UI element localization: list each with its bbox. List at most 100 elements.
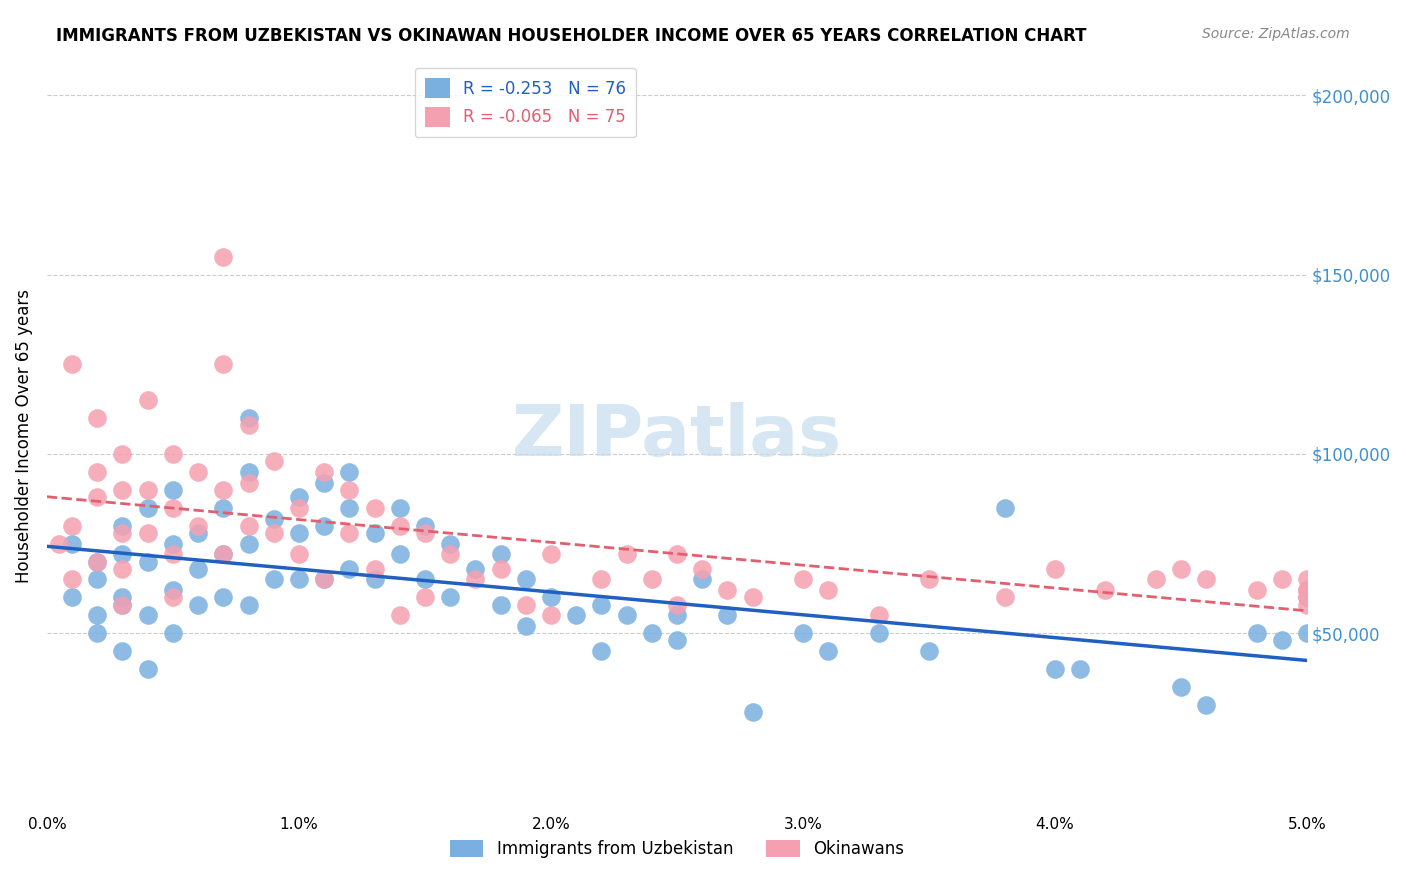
Point bbox=[388, 500, 411, 515]
Point bbox=[187, 465, 209, 479]
Point bbox=[337, 525, 360, 540]
Point bbox=[238, 475, 260, 490]
Point bbox=[540, 608, 562, 623]
Point bbox=[413, 525, 436, 540]
Point bbox=[413, 573, 436, 587]
Point bbox=[1246, 626, 1268, 640]
Point bbox=[86, 573, 108, 587]
Point bbox=[641, 573, 664, 587]
Y-axis label: Householder Income Over 65 years: Householder Income Over 65 years bbox=[15, 289, 32, 583]
Point bbox=[1069, 662, 1091, 676]
Point bbox=[162, 500, 184, 515]
Point bbox=[60, 591, 83, 605]
Point bbox=[136, 608, 159, 623]
Point bbox=[439, 548, 461, 562]
Point bbox=[111, 598, 134, 612]
Point bbox=[540, 548, 562, 562]
Point bbox=[288, 525, 311, 540]
Point bbox=[489, 548, 512, 562]
Point bbox=[388, 548, 411, 562]
Point bbox=[314, 573, 336, 587]
Point bbox=[591, 644, 613, 658]
Point bbox=[111, 483, 134, 497]
Legend: R = -0.253   N = 76, R = -0.065   N = 75: R = -0.253 N = 76, R = -0.065 N = 75 bbox=[415, 68, 637, 137]
Point bbox=[136, 500, 159, 515]
Point bbox=[716, 583, 738, 598]
Point bbox=[136, 555, 159, 569]
Point bbox=[162, 483, 184, 497]
Point bbox=[1296, 583, 1319, 598]
Point bbox=[238, 518, 260, 533]
Point bbox=[363, 562, 385, 576]
Point bbox=[212, 548, 235, 562]
Point bbox=[1195, 698, 1218, 712]
Point bbox=[1144, 573, 1167, 587]
Point bbox=[515, 598, 537, 612]
Point bbox=[86, 490, 108, 504]
Point bbox=[111, 525, 134, 540]
Point bbox=[86, 626, 108, 640]
Point bbox=[565, 608, 588, 623]
Point bbox=[136, 662, 159, 676]
Point bbox=[515, 619, 537, 633]
Point bbox=[111, 447, 134, 461]
Point bbox=[918, 573, 941, 587]
Point bbox=[1094, 583, 1116, 598]
Point bbox=[238, 411, 260, 425]
Point bbox=[1246, 583, 1268, 598]
Point bbox=[162, 548, 184, 562]
Point bbox=[212, 250, 235, 264]
Point bbox=[162, 536, 184, 550]
Point bbox=[1296, 583, 1319, 598]
Point bbox=[690, 573, 713, 587]
Point bbox=[136, 525, 159, 540]
Point bbox=[690, 562, 713, 576]
Text: IMMIGRANTS FROM UZBEKISTAN VS OKINAWAN HOUSEHOLDER INCOME OVER 65 YEARS CORRELAT: IMMIGRANTS FROM UZBEKISTAN VS OKINAWAN H… bbox=[56, 27, 1087, 45]
Point bbox=[616, 608, 638, 623]
Point bbox=[212, 548, 235, 562]
Point bbox=[1195, 573, 1218, 587]
Point bbox=[238, 536, 260, 550]
Point bbox=[238, 465, 260, 479]
Point bbox=[741, 591, 763, 605]
Point bbox=[162, 626, 184, 640]
Point bbox=[288, 573, 311, 587]
Point bbox=[111, 548, 134, 562]
Point bbox=[136, 483, 159, 497]
Point bbox=[212, 483, 235, 497]
Point bbox=[616, 548, 638, 562]
Point bbox=[665, 633, 688, 648]
Point bbox=[464, 573, 486, 587]
Point bbox=[665, 608, 688, 623]
Point bbox=[464, 562, 486, 576]
Point bbox=[388, 518, 411, 533]
Point bbox=[388, 608, 411, 623]
Point bbox=[1296, 626, 1319, 640]
Point bbox=[817, 644, 839, 658]
Point bbox=[1043, 562, 1066, 576]
Point bbox=[86, 555, 108, 569]
Point bbox=[641, 626, 664, 640]
Point bbox=[1170, 680, 1192, 694]
Point bbox=[187, 518, 209, 533]
Point bbox=[1296, 598, 1319, 612]
Point bbox=[591, 573, 613, 587]
Point bbox=[665, 548, 688, 562]
Point bbox=[238, 418, 260, 433]
Point bbox=[86, 411, 108, 425]
Point bbox=[60, 536, 83, 550]
Point bbox=[1271, 633, 1294, 648]
Point bbox=[288, 490, 311, 504]
Point bbox=[48, 536, 70, 550]
Point bbox=[263, 454, 285, 468]
Point bbox=[363, 525, 385, 540]
Point bbox=[111, 518, 134, 533]
Point bbox=[212, 500, 235, 515]
Point bbox=[162, 583, 184, 598]
Point bbox=[1271, 573, 1294, 587]
Point bbox=[337, 562, 360, 576]
Text: Source: ZipAtlas.com: Source: ZipAtlas.com bbox=[1202, 27, 1350, 41]
Point bbox=[716, 608, 738, 623]
Point bbox=[314, 465, 336, 479]
Point bbox=[60, 573, 83, 587]
